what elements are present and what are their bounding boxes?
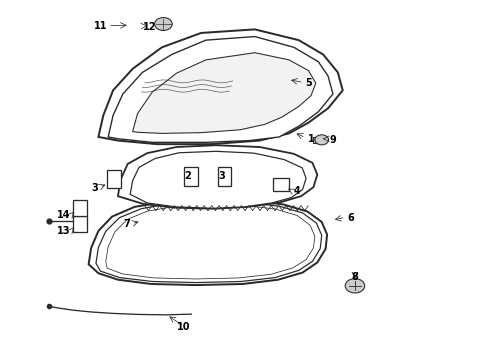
Text: 11: 11	[94, 21, 107, 31]
Polygon shape	[106, 205, 315, 279]
Polygon shape	[108, 37, 333, 142]
Text: 7: 7	[123, 219, 130, 229]
Polygon shape	[96, 202, 322, 283]
Polygon shape	[89, 200, 327, 285]
Text: 8: 8	[351, 272, 358, 282]
Bar	[107, 170, 121, 188]
Polygon shape	[118, 145, 318, 209]
Text: 12: 12	[144, 22, 157, 32]
Text: 14: 14	[57, 210, 71, 220]
Text: 1: 1	[308, 134, 314, 144]
FancyBboxPatch shape	[218, 167, 231, 186]
Text: 4: 4	[294, 186, 300, 197]
Text: 13: 13	[57, 226, 71, 236]
Bar	[73, 200, 87, 216]
Circle shape	[155, 18, 172, 31]
Text: 3: 3	[92, 183, 98, 193]
Polygon shape	[133, 53, 316, 134]
Text: 6: 6	[347, 213, 354, 223]
Polygon shape	[130, 151, 306, 208]
Text: 2: 2	[184, 171, 191, 181]
Text: 5: 5	[306, 78, 312, 88]
Text: 9: 9	[329, 135, 336, 145]
Text: 3: 3	[218, 171, 225, 181]
FancyBboxPatch shape	[184, 167, 198, 186]
Text: 10: 10	[177, 322, 191, 332]
Bar	[73, 216, 87, 232]
Bar	[273, 178, 289, 192]
Polygon shape	[98, 30, 343, 144]
Circle shape	[345, 279, 365, 293]
Circle shape	[315, 135, 329, 145]
